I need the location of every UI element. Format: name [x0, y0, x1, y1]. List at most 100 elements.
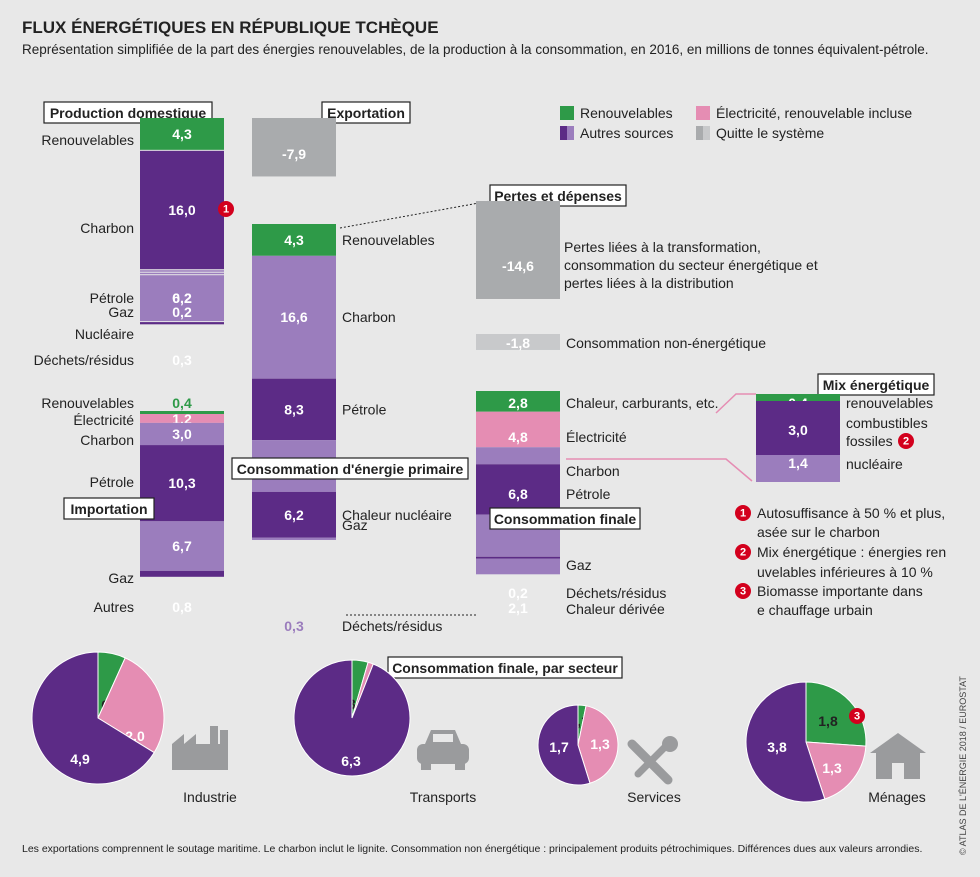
legend-label: Électricité, renouvelable incluse [716, 105, 912, 121]
exportation-title: Exportation [327, 105, 405, 121]
legend-swatch [560, 106, 574, 120]
pie-slice [745, 681, 826, 803]
pie-slice [577, 705, 619, 784]
note-badge-number: 3 [740, 586, 746, 598]
connector-line [339, 200, 491, 229]
bar-segment [140, 272, 224, 275]
bar-segment [756, 394, 840, 401]
house-icon [870, 733, 926, 779]
bar-label: Électricité [566, 429, 627, 445]
bar-segment [252, 537, 336, 540]
pie-value: 1,8 [818, 713, 838, 729]
pie-value: 6,3 [341, 753, 361, 769]
bar-label: Consommation non-énergétique [566, 335, 766, 351]
note-badge-icon [735, 544, 751, 560]
bar-label: Pétrole [90, 290, 135, 306]
bar-segment [476, 391, 560, 412]
legend-swatch [696, 126, 703, 140]
bar-label: Gaz [342, 517, 368, 533]
final-consumption-title-box [489, 507, 641, 530]
pie-value: 4,9 [70, 751, 90, 767]
production-title-box [43, 101, 213, 124]
chart-subtitle: Représentation simplifiée de la part des… [22, 42, 929, 57]
source-credit: © ATLAS DE L'ÉNERGIE 2018 / EUROSTAT [958, 676, 968, 855]
pie-value: 1,3 [822, 760, 842, 776]
bar-value: 2,1 [508, 600, 528, 616]
bar-label: Déchets/résidus [342, 618, 442, 634]
bar-label: Charbon [566, 463, 620, 479]
bar-value: 0,2 [172, 290, 192, 306]
bar-segment [140, 322, 224, 325]
bar-value: 0,8 [172, 599, 192, 615]
bar-label: fossiles [846, 433, 893, 449]
screwdriver-icon [634, 740, 672, 778]
car-icon [417, 730, 469, 770]
pie-caption: Industrie [183, 789, 237, 805]
bar-value: 4,3 [172, 126, 192, 142]
bar-value: 0,3 [284, 618, 304, 634]
note-badge-icon [898, 433, 914, 449]
bar-label: Gaz [566, 557, 592, 573]
note-badge-icon [218, 201, 234, 217]
bar-value: 8,3 [284, 401, 304, 417]
bar-value: 0,2 [172, 304, 192, 320]
bar-label: Charbon [80, 220, 134, 236]
bar-segment [756, 455, 840, 482]
bar-segment [476, 464, 560, 515]
footnote: Les exportations comprennent le soutage … [22, 843, 923, 855]
export-bar [252, 118, 336, 177]
bar-label: Pétrole [342, 401, 387, 417]
bar-value: -1,8 [506, 335, 530, 351]
bar-segment [140, 270, 224, 272]
note-badge-icon [735, 583, 751, 599]
bar-segment [252, 255, 336, 379]
bar-label: Renouvelables [41, 395, 134, 411]
wrench-head [662, 736, 678, 752]
bar-label: nucléaire [846, 456, 903, 472]
note-badge-number: 1 [223, 204, 229, 216]
car-wheel [455, 762, 465, 770]
pie-caption: Services [627, 789, 681, 805]
bar-value: 6,2 [172, 290, 192, 306]
bar-value: 16,0 [168, 202, 195, 218]
bar-label: Pétrole [90, 474, 135, 490]
bar-segment [476, 334, 560, 350]
legend-swatch [703, 126, 710, 140]
bar-segment [476, 556, 560, 559]
pie-caption: Ménages [868, 789, 926, 805]
pie-slice [805, 741, 867, 800]
final-consumption-title: Consommation finale [494, 511, 637, 527]
pie-slice [31, 651, 155, 785]
car-wheel [421, 762, 431, 770]
bar-segment [140, 521, 224, 571]
bar-value: 4,8 [508, 429, 528, 445]
bar-value: 6,7 [172, 538, 192, 554]
bar-value: 0,2 [508, 585, 528, 601]
note-text: Biomasse importante dans [757, 583, 923, 599]
sector-title: Consommation finale, par secteur [392, 660, 618, 676]
energy-mix-title: Mix énergétique [823, 377, 930, 393]
losses-label-wrap: Pertes liées à la transformation, consom… [564, 239, 818, 291]
bar-label: Déchets/résidus [566, 585, 666, 601]
house-door [892, 763, 904, 779]
bar-segment [252, 224, 336, 256]
pie-slice [293, 659, 411, 777]
note-badge-icon [849, 708, 865, 724]
bar-value: 16,6 [280, 309, 307, 325]
factory-roof [172, 734, 196, 744]
bar-label: Renouvelables [41, 132, 134, 148]
note-badge-number: 2 [740, 547, 746, 559]
legend-label: Renouvelables [580, 105, 673, 121]
pie-value: 1,7 [549, 739, 569, 755]
bar-value: 3,0 [788, 422, 808, 438]
production-title: Production domestique [50, 105, 207, 121]
bar-value: -14,6 [502, 258, 534, 274]
pie-slice [805, 681, 867, 747]
bar-label: combustibles [846, 415, 928, 431]
legend-label: Autres sources [580, 125, 673, 141]
note-text: uvelables inférieures à 10 % [757, 564, 933, 580]
bar-label: Charbon [342, 309, 396, 325]
primary-consumption-title-box [231, 457, 469, 480]
bar-label: Nucléaire [75, 326, 134, 342]
bar-label: Chaleur nucléaire [342, 507, 452, 523]
